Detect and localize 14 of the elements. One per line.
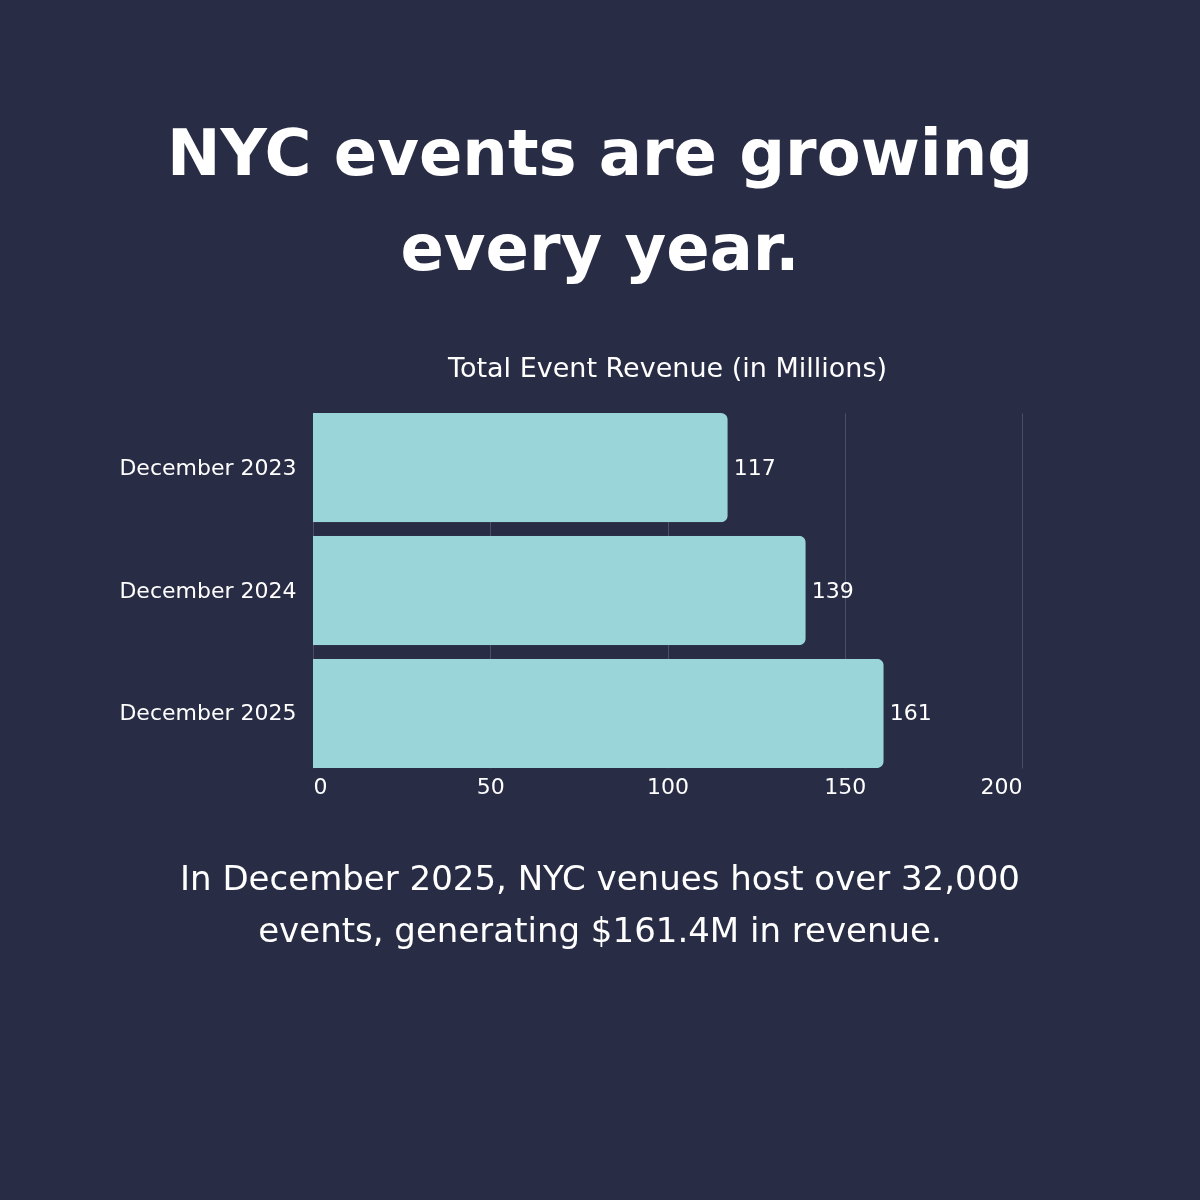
text: In December 2025, NYC venues host over 32,000 events, generating $161.4M in revenue.: [180, 858, 1020, 950]
data-label: 161: [889, 700, 932, 726]
chart-subtitle: Total Event Revenue (in Millions): [446, 352, 888, 383]
x-tick-label: 50: [476, 773, 505, 799]
chart-title: NYC events are growing every year.: [166, 116, 1034, 285]
x-tick-label: 100: [647, 773, 689, 799]
x-tick-label: 200: [980, 773, 1023, 799]
y-tick-label: December 2023: [119, 454, 297, 480]
data-label: 139: [811, 577, 854, 603]
x-tick-label: 0: [313, 773, 328, 799]
data-label: 117: [733, 454, 776, 480]
x-tick-label: 150: [824, 773, 867, 799]
y-tick-label: December 2024: [119, 577, 297, 603]
y-tick-label: December 2025: [119, 700, 297, 726]
